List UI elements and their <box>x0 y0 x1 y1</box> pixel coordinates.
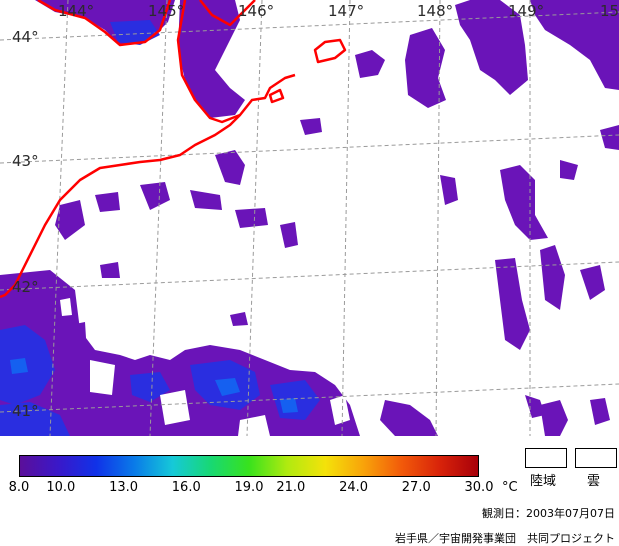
graticule <box>0 0 619 436</box>
cloud-legend-label: 雲 <box>587 474 601 489</box>
colorbar-tick-label: 13.0 <box>109 480 139 495</box>
sea-surface-temperature-map: 44° 43° 42° 41° 144° 145° 146° 147° 148°… <box>0 0 619 436</box>
lat-label-43: 43° <box>12 152 39 170</box>
colorbar-tick-label: 16.0 <box>171 480 201 495</box>
temperature-colorbar <box>19 455 479 477</box>
colorbar-unit-label: °C <box>502 480 518 495</box>
lon-label-147: 147° <box>328 2 364 20</box>
colorbar-tick-label: 30.0 <box>464 480 494 495</box>
land-legend-swatch <box>525 448 567 468</box>
lon-label-148: 148° <box>417 2 453 20</box>
colorbar-tick-label: 27.0 <box>401 480 431 495</box>
colorbar-tick-label: 19.0 <box>234 480 264 495</box>
land-legend-label: 陸域 <box>530 474 557 489</box>
lat-label-44: 44° <box>12 28 39 46</box>
sst-data-layer <box>0 0 619 436</box>
cloud-legend-swatch <box>575 448 617 468</box>
lat-label-42: 42° <box>12 278 39 296</box>
coastline <box>0 0 347 299</box>
colorbar-tick-label: 10.0 <box>46 480 76 495</box>
lon-label-149: 149° <box>508 2 544 20</box>
lon-label-146: 146° <box>238 2 274 20</box>
credit-line: 岩手県／宇宙開発事業団 共同プロジェクト <box>395 532 615 545</box>
lat-label-41: 41° <box>12 402 39 420</box>
lon-label-145: 145° <box>148 2 184 20</box>
sst-hot-spots <box>10 358 298 413</box>
observation-date: 観測日：2003年07月07日 <box>482 507 615 520</box>
colorbar-tick-label: 21.0 <box>276 480 306 495</box>
cloud-gaps <box>60 298 350 436</box>
lon-label-150: 15 <box>600 2 619 20</box>
colorbar-tick-label: 8.0 <box>8 480 30 495</box>
lon-label-144: 144° <box>58 2 94 20</box>
colorbar-tick-label: 24.0 <box>339 480 369 495</box>
